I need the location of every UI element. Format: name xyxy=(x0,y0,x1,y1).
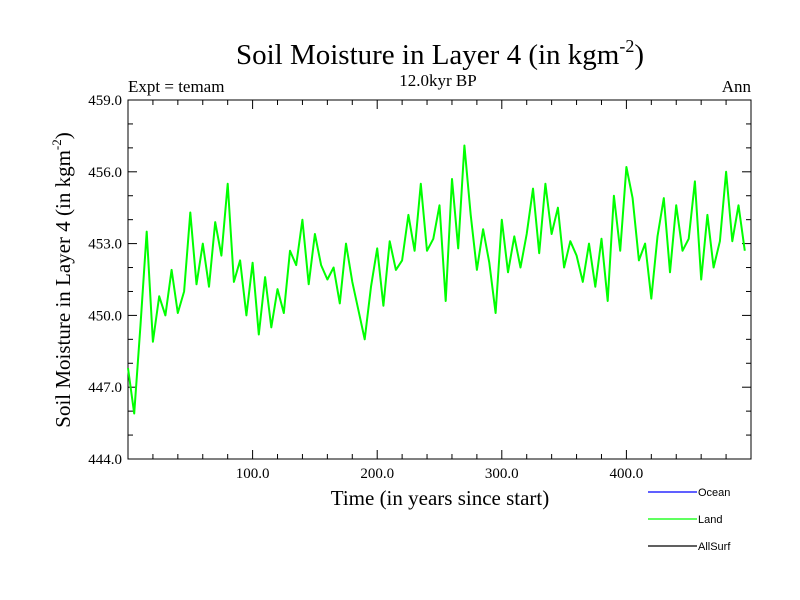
x-tick-label: 400.0 xyxy=(610,466,644,482)
chart-title: Soil Moisture in Layer 4 (in kgm-2) xyxy=(236,36,644,71)
y-tick-label: 450.0 xyxy=(88,308,122,324)
x-axis-label: Time (in years since start) xyxy=(331,486,550,510)
subtitle-right: Ann xyxy=(722,77,752,96)
x-tick-label: 200.0 xyxy=(360,466,394,482)
y-tick-label: 456.0 xyxy=(88,165,122,181)
x-tick-label: 100.0 xyxy=(236,466,270,482)
y-tick-label: 453.0 xyxy=(88,237,122,253)
subtitle-center: 12.0kyr BP xyxy=(399,71,476,90)
y-axis-label: Soil Moisture in Layer 4 (in kgm-2) xyxy=(49,132,75,427)
plot-frame xyxy=(127,99,752,460)
legend-label-land: Land xyxy=(698,514,722,526)
y-tick-label: 447.0 xyxy=(88,380,122,396)
y-tick-label: 459.0 xyxy=(88,93,122,109)
subtitle-left: Expt = temam xyxy=(128,77,224,96)
y-tick-label: 444.0 xyxy=(88,452,122,468)
legend-label-ocean: Ocean xyxy=(698,487,730,499)
legend: Ocean Land AllSurf xyxy=(648,487,731,553)
axis-ticks: 100.0 200.0 300.0 400.0 444.0 447.0 450.0 453.0… xyxy=(88,93,751,482)
x-tick-label: 300.0 xyxy=(485,466,519,482)
series-line-land xyxy=(127,144,746,415)
legend-label-allsurf: AllSurf xyxy=(698,541,731,553)
